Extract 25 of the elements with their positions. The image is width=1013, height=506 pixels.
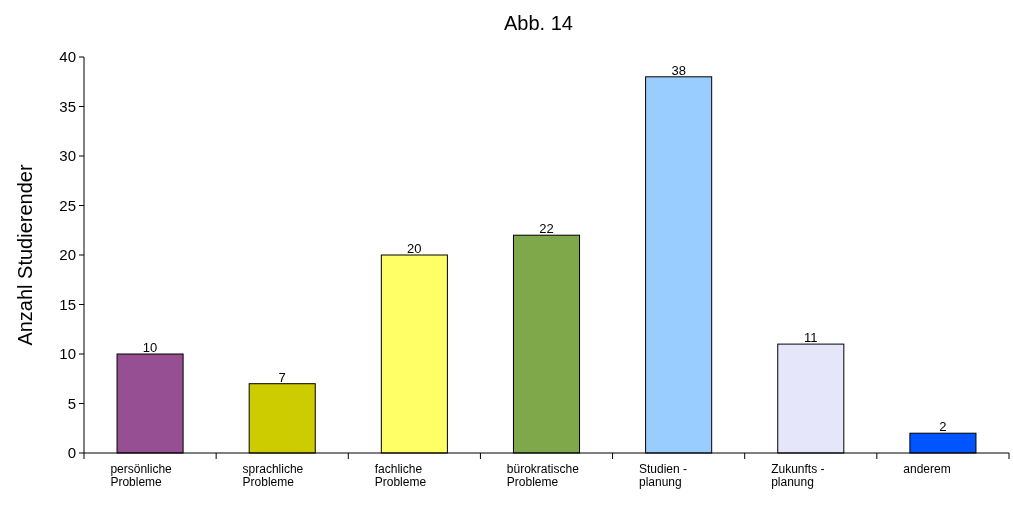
y-tick-label: 20: [59, 246, 76, 263]
y-tick-label: 25: [59, 196, 76, 214]
x-tick-label: bürokratische Probleme: [506, 462, 580, 489]
data-label: 7: [278, 369, 286, 385]
x-tick-label: Studien - planung: [639, 462, 688, 489]
x-tick-label: anderem: [903, 462, 951, 476]
y-axis-title: Anzahl Studierender: [14, 164, 36, 346]
data-label: 11: [804, 330, 818, 346]
y-tick-label: 35: [59, 97, 76, 115]
data-label: 10: [142, 340, 158, 355]
y-tick-label: 40: [59, 48, 76, 65]
y-tick-label: 10: [59, 345, 76, 362]
chart-title: Abb. 14: [504, 12, 573, 34]
data-label: 38: [671, 62, 686, 78]
x-tick-label: fachliche Probleme: [374, 462, 427, 489]
y-tick-label: 15: [59, 295, 76, 313]
data-label: 2: [939, 419, 947, 435]
y-tick-label: 0: [67, 444, 76, 461]
x-tick-label: Zukunfts - planung: [771, 462, 825, 489]
y-tick-label: 5: [67, 394, 76, 412]
y-tick-label: 30: [59, 147, 76, 164]
data-label: 20: [407, 241, 422, 256]
x-tick-label: sprachliche Probleme: [242, 462, 304, 489]
x-tick-label: persönliche Probleme: [110, 462, 173, 489]
data-label: 22: [539, 221, 554, 237]
